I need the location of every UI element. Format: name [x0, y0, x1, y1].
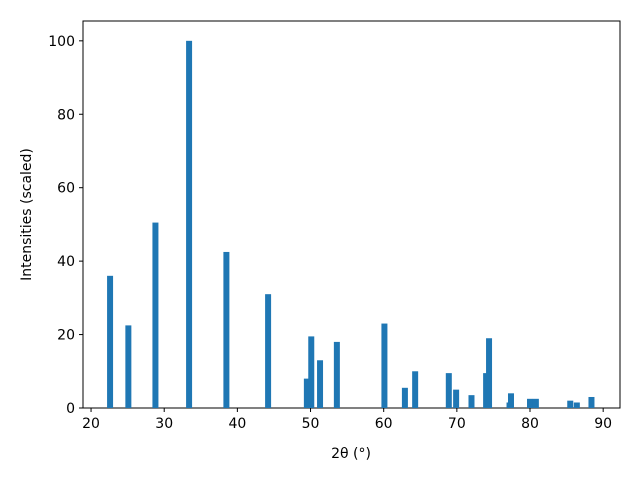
- bar: [308, 336, 315, 408]
- plot-frame: [82, 20, 621, 409]
- bar: [486, 338, 493, 408]
- bar: [412, 371, 419, 408]
- bar: [445, 373, 452, 408]
- x-tick-label: 20: [82, 416, 100, 432]
- x-tick-label: 50: [302, 416, 320, 432]
- x-tick-label: 40: [228, 416, 246, 432]
- y-axis-label: Intensities (scaled): [19, 148, 35, 281]
- x-tick-label: 80: [521, 416, 539, 432]
- bar: [588, 396, 595, 408]
- bar: [186, 40, 193, 408]
- bar: [527, 398, 534, 408]
- bar: [333, 341, 340, 408]
- y-tick-label: 40: [57, 254, 75, 270]
- y-tick-label: 60: [57, 181, 75, 197]
- bar: [453, 389, 460, 408]
- x-axis-label: 2θ (°): [331, 446, 371, 462]
- y-tick-label: 20: [57, 328, 75, 344]
- bar: [567, 400, 574, 408]
- bar: [317, 360, 324, 408]
- bar: [507, 393, 514, 408]
- bar: [401, 387, 408, 408]
- bar: [381, 323, 388, 408]
- x-tick-label: 70: [448, 416, 466, 432]
- bar: [152, 222, 159, 408]
- bar: [107, 275, 114, 408]
- bar: [573, 402, 580, 408]
- y-tick-label: 0: [66, 401, 75, 417]
- bar: [265, 294, 272, 408]
- x-tick-label: 60: [375, 416, 393, 432]
- x-tick-label: 90: [594, 416, 612, 432]
- bar: [125, 325, 132, 408]
- bar: [468, 395, 475, 408]
- bar: [532, 398, 539, 408]
- bar: [303, 378, 310, 408]
- y-tick-label: 100: [48, 34, 75, 50]
- y-tick-label: 80: [57, 107, 75, 123]
- bar: [223, 251, 230, 408]
- x-tick-label: 30: [155, 416, 173, 432]
